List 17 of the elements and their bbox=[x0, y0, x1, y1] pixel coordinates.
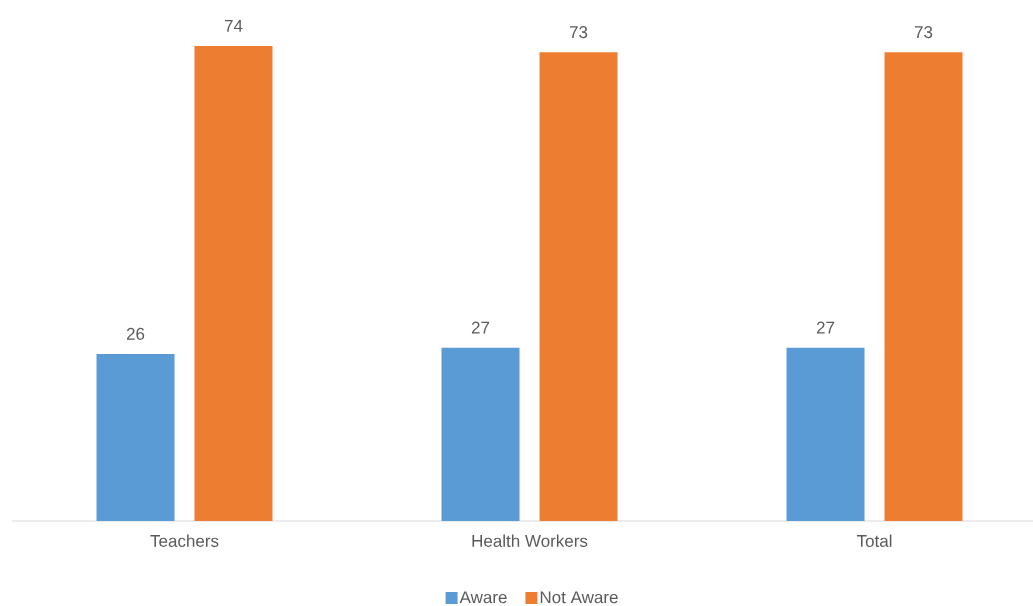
data-label: 27 bbox=[471, 321, 490, 334]
bar bbox=[884, 52, 963, 521]
bar bbox=[539, 52, 618, 521]
legend-label: Not Aware bbox=[540, 591, 618, 604]
bar bbox=[786, 347, 865, 521]
x-tick-label: Teachers bbox=[150, 534, 219, 547]
data-label: 73 bbox=[914, 26, 933, 39]
data-label: 74 bbox=[224, 20, 243, 32]
legend-label: Aware bbox=[459, 591, 507, 604]
x-tick-label: Total bbox=[856, 534, 892, 547]
data-label: 73 bbox=[569, 26, 588, 39]
data-label: 27 bbox=[816, 321, 835, 334]
data-label: 26 bbox=[126, 327, 145, 340]
bar bbox=[194, 45, 273, 521]
x-tick-label: Health Workers bbox=[472, 534, 588, 547]
bar bbox=[96, 354, 175, 521]
bar bbox=[441, 347, 520, 521]
